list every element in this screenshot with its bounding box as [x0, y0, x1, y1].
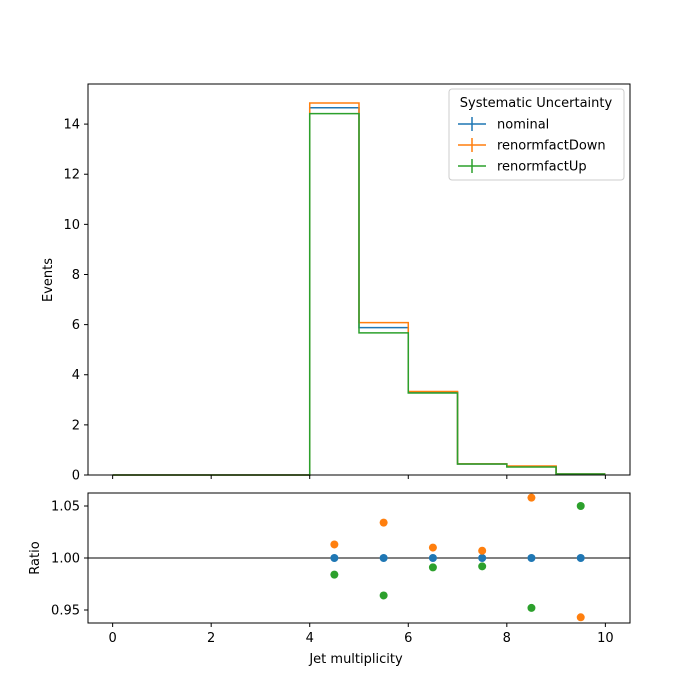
ratio-point-renormfactDown: [330, 540, 339, 549]
ratio-point-renormfactDown: [527, 493, 536, 502]
ratio-point-renormfactUp: [527, 603, 536, 612]
ratio-point-nominal: [576, 554, 585, 562]
ratio-point-renormfactUp: [478, 562, 487, 571]
main-axes-frame: [87, 83, 631, 476]
ratio-point-nominal: [330, 554, 339, 562]
ratio-y-tick-label: 1.05: [51, 500, 80, 515]
ratio-point-nominal: [478, 554, 487, 562]
ratio-point-renormfactUp: [330, 570, 339, 579]
main-x-ticks: [112, 475, 606, 479]
legend-entry-renormfactDown: renormfactDown: [458, 138, 606, 154]
x-tick-label: 10: [597, 631, 614, 646]
main-y-tick-label: 4: [72, 368, 80, 383]
x-tick-label: 4: [306, 631, 314, 646]
x-tick-label: 6: [404, 631, 412, 646]
ratio-point-renormfactDown: [576, 613, 585, 622]
main-y-tick-label: 10: [63, 218, 80, 233]
main-y-tick-label: 8: [72, 268, 80, 283]
main-y-tick-label: 2: [72, 418, 80, 433]
main-y-axis-label: Events: [41, 258, 56, 302]
ratio-point-renormfactDown: [379, 518, 388, 527]
legend: Systematic Uncertainty nominal renormfact…: [448, 88, 625, 181]
main-y-tick-label: 6: [72, 318, 80, 333]
main-panel: 0 2 4 6 8 10 12 14 Events Systematic Uncertaint…: [41, 83, 631, 484]
main-y-ticks: 0 2 4 6 8 10 12 14: [63, 118, 88, 484]
legend-title: Systematic Uncertainty: [460, 96, 613, 111]
x-tick-label: 8: [503, 631, 511, 646]
ratio-point-nominal: [379, 554, 388, 562]
main-y-tick-label: 12: [63, 168, 80, 183]
legend-label: nominal: [497, 118, 549, 133]
ratio-x-ticks: 0 2 4 6 8 10: [108, 623, 614, 646]
ratio-points-group: [330, 493, 585, 622]
ratio-y-axis-label: Ratio: [28, 541, 43, 574]
ratio-panel: 0 2 4 6 8 10 0.95 1.00 1.05 Ratio Jet multiplic…: [28, 492, 631, 667]
legend-label: renormfactUp: [497, 160, 587, 175]
ratio-point-renormfactUp: [576, 502, 585, 510]
main-y-tick-label: 14: [63, 118, 80, 133]
ratio-point-nominal: [428, 554, 437, 562]
ratio-y-tick-label: 1.00: [51, 552, 80, 567]
ratio-point-renormfactDown: [478, 546, 487, 555]
main-y-tick-label: 0: [72, 469, 80, 484]
x-axis-label: Jet multiplicity: [308, 652, 403, 667]
legend-label: renormfactDown: [497, 139, 606, 154]
legend-entries: nominal renormfactDown renormfactUp: [458, 117, 606, 175]
ratio-point-renormfactUp: [379, 591, 388, 600]
ratio-point-renormfactUp: [428, 563, 437, 572]
legend-entry-nominal: nominal: [458, 117, 549, 133]
x-tick-label: 2: [207, 631, 215, 646]
ratio-point-renormfactDown: [428, 543, 437, 552]
ratio-y-ticks: 0.95 1.00 1.05: [51, 500, 88, 619]
x-tick-label: 0: [108, 631, 116, 646]
ratio-y-tick-label: 0.95: [51, 604, 80, 619]
ratio-point-nominal: [527, 554, 536, 562]
legend-entry-renormfactUp: renormfactUp: [458, 159, 587, 175]
legend-box: [448, 88, 625, 181]
